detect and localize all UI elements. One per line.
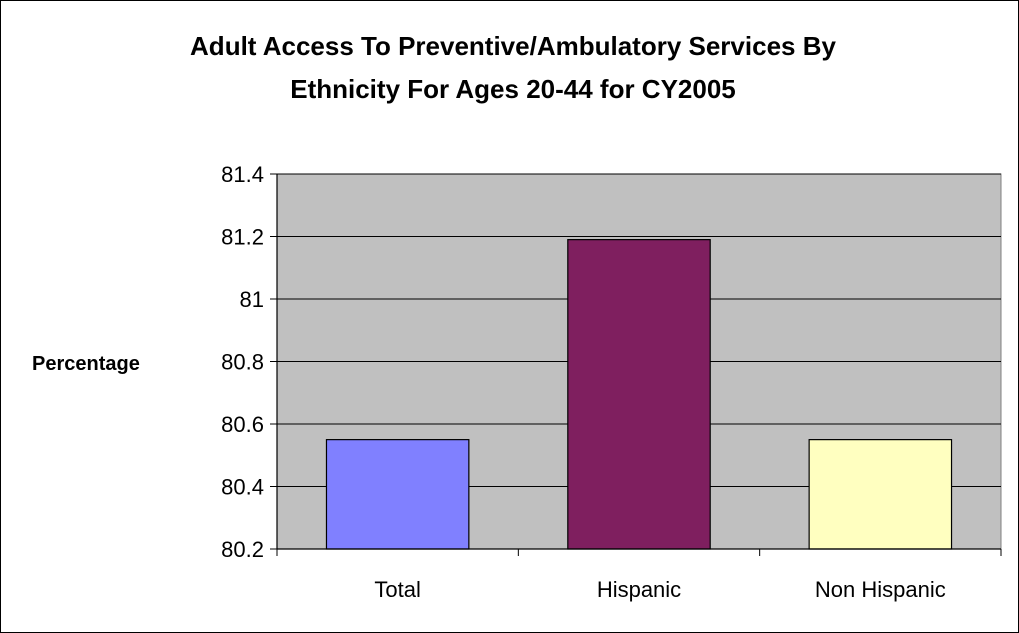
bars bbox=[325, 239, 953, 550]
x-tick-label: Non Hispanic bbox=[815, 577, 946, 602]
y-tick-label: 80.2 bbox=[221, 537, 264, 562]
y-axis-label: Percentage bbox=[32, 353, 140, 375]
bar-hispanic bbox=[567, 239, 711, 550]
y-tick-label: 80.8 bbox=[221, 350, 264, 375]
y-tick-label: 81 bbox=[240, 287, 264, 312]
x-tick-labels: Total Hispanic Non Hispanic bbox=[374, 577, 945, 602]
bar-non-hispanic bbox=[808, 439, 953, 550]
y-tick-labels: 81.4 81.2 81 80.8 80.6 80.4 80.2 bbox=[221, 162, 264, 562]
x-tick-label: Hispanic bbox=[597, 577, 681, 602]
y-tick-label: 81.4 bbox=[221, 162, 264, 187]
y-tick-label: 80.4 bbox=[221, 475, 264, 500]
chart-title-line-2: Ethnicity For Ages 20-44 for CY2005 bbox=[290, 74, 736, 104]
x-tick-label: Total bbox=[374, 577, 420, 602]
y-tick-label: 81.2 bbox=[221, 225, 264, 250]
y-tick-label: 80.6 bbox=[221, 412, 264, 437]
bar-total bbox=[325, 439, 470, 550]
chart-title-line-1: Adult Access To Preventive/Ambulatory Se… bbox=[190, 31, 836, 61]
axes bbox=[270, 173, 1002, 556]
